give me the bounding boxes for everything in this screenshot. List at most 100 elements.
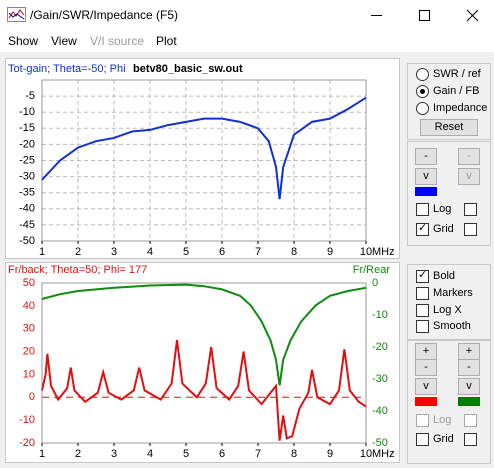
chart-title: Fr/back; Theta=50; Phi= 177 (8, 264, 147, 276)
window-title: /Gain/SWR/Impedance (F5) (30, 8, 179, 22)
series-line (41, 283, 367, 386)
reset-button[interactable]: Reset (420, 119, 478, 136)
y-tick-label: -50 (19, 235, 35, 247)
y-tick-label: 30 (23, 323, 35, 335)
menu-item: V/I source (90, 34, 145, 48)
y-tick-label: -20 (19, 437, 35, 449)
plot-frame (41, 79, 367, 242)
button[interactable]: - (458, 148, 480, 165)
menu-item[interactable]: Plot (156, 34, 177, 48)
checkbox-label: Log (433, 414, 452, 426)
x-tick-label: 2 (75, 246, 81, 258)
color-swatch[interactable] (458, 397, 480, 406)
x-tick-label: 4 (147, 246, 153, 258)
button[interactable]: - (415, 148, 437, 165)
button[interactable]: v (415, 168, 437, 185)
radio-label: SWR / ref (433, 68, 481, 80)
x-axis-label: MHz (372, 448, 395, 460)
y2-tick-label: 0 (372, 277, 378, 289)
chart-panel (5, 262, 400, 463)
checkbox[interactable]: Grid (416, 221, 454, 237)
y-tick-label: -45 (19, 219, 35, 231)
radio[interactable]: SWR / ref (416, 66, 481, 82)
y-tick-label: -35 (19, 187, 35, 199)
x-tick-label: 2 (75, 448, 81, 460)
checkbox[interactable]: Log X (416, 302, 462, 318)
top-chart-group: - - v v Log Grid (407, 141, 491, 246)
y-tick-label: -30 (19, 171, 35, 183)
title-bar: /Gain/SWR/Impedance (F5) (0, 0, 494, 30)
options-group: Bold Markers Log X Smooth (407, 264, 491, 340)
checkbox-label: Markers (433, 287, 473, 299)
checkbox-label: Bold (433, 270, 456, 282)
checkbox-label: Log (433, 203, 452, 215)
x-tick-label: 8 (291, 246, 297, 258)
bottom-chart-group: + + - - v v Log Grid (407, 340, 491, 464)
x-tick-label: 10 (360, 448, 372, 460)
x-tick-label: 8 (291, 448, 297, 460)
x-tick-label: 1 (39, 448, 45, 460)
y-tick-label: -10 (19, 414, 35, 426)
radio[interactable]: Gain / FB (416, 83, 479, 99)
x-tick-label: 4 (147, 448, 153, 460)
plot-type-group: SWR / ref Gain / FB Impedance Reset (407, 63, 491, 140)
x-tick-label: 7 (255, 246, 261, 258)
y-tick-label: -15 (19, 122, 35, 134)
y-tick-label: -40 (19, 203, 35, 215)
color-swatch[interactable] (415, 397, 437, 406)
radio[interactable]: Impedance (416, 100, 487, 116)
checkbox[interactable] (464, 433, 477, 446)
y-tick-label: -5 (25, 90, 35, 102)
app-icon (7, 7, 26, 22)
checkbox[interactable]: Log (416, 412, 451, 428)
checkbox[interactable] (464, 203, 477, 216)
x-tick-label: 7 (255, 448, 261, 460)
color-swatch[interactable] (415, 187, 437, 196)
checkbox-label: Grid (433, 223, 454, 235)
x-tick-label: 1 (39, 246, 45, 258)
window-buttons[interactable] (354, 0, 494, 30)
checkbox[interactable] (464, 223, 477, 236)
y-tick-label: -20 (19, 138, 35, 150)
chart-title: Tot-gain; Theta=-50; Phi (8, 63, 126, 75)
checkbox[interactable]: Markers (416, 285, 473, 301)
checkbox[interactable]: Log (416, 201, 451, 217)
chart-panel (5, 58, 400, 259)
menu-bar: Show View V/I source Plot (0, 30, 494, 52)
x-tick-label: 6 (219, 246, 225, 258)
checkbox-label: Smooth (433, 320, 471, 332)
file-name: betv80_basic_sw.out (133, 63, 243, 75)
x-tick-label: 6 (219, 448, 225, 460)
button[interactable]: + (415, 343, 437, 360)
x-tick-label: 3 (111, 246, 117, 258)
button[interactable]: - (458, 359, 480, 376)
series-line (41, 340, 367, 441)
y-tick-label: -10 (19, 106, 35, 118)
x-tick-label: 5 (183, 448, 189, 460)
radio-label: Impedance (433, 102, 488, 114)
series-label: Fr/Rear (353, 264, 391, 276)
menu-item[interactable]: View (51, 34, 77, 48)
button[interactable]: + (458, 343, 480, 360)
y2-tick-label: -10 (372, 309, 388, 321)
checkbox[interactable]: Bold (416, 268, 455, 284)
y-tick-label: 0 (29, 391, 35, 403)
x-tick-label: 5 (183, 246, 189, 258)
checkbox[interactable]: Smooth (416, 318, 471, 334)
plot-frame (41, 282, 367, 444)
menu-item[interactable]: Show (8, 34, 39, 48)
y-tick-label: 10 (23, 368, 35, 380)
y2-tick-label: -30 (372, 373, 388, 385)
x-tick-label: 9 (327, 448, 333, 460)
x-tick-label: 3 (111, 448, 117, 460)
button[interactable]: - (415, 359, 437, 376)
button[interactable]: v (458, 168, 480, 185)
y-tick-label: -25 (19, 154, 35, 166)
y-tick-label: 40 (23, 300, 35, 312)
x-tick-label: 10 (360, 246, 372, 258)
button[interactable]: v (415, 378, 437, 395)
button[interactable]: v (458, 378, 480, 395)
y2-tick-label: -20 (372, 341, 388, 353)
checkbox[interactable]: Grid (416, 431, 454, 447)
